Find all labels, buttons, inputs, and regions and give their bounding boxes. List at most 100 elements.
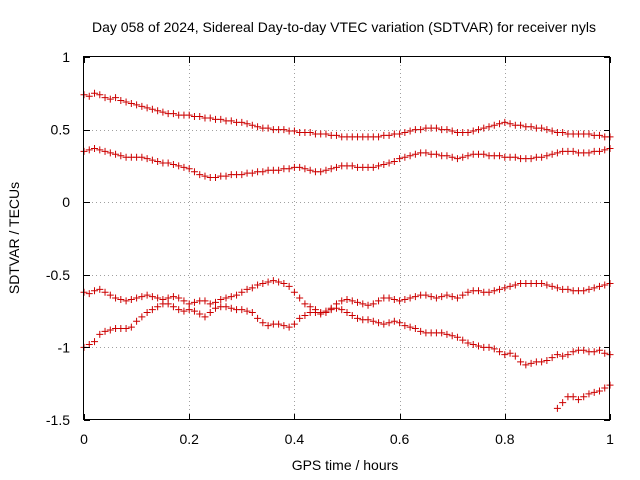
data-point (254, 281, 262, 289)
data-point (501, 351, 509, 359)
data-point (343, 295, 351, 303)
chart-title: Day 058 of 2024, Sidereal Day-to-day VTE… (92, 19, 596, 35)
data-point (496, 152, 504, 160)
data-point (306, 129, 314, 137)
data-point (490, 287, 498, 295)
data-point (548, 354, 556, 362)
data-point (538, 124, 546, 132)
data-point (154, 107, 162, 115)
data-point (385, 319, 393, 327)
data-point (338, 297, 346, 305)
data-point (527, 123, 535, 131)
data-point (91, 287, 99, 295)
data-point (522, 361, 530, 369)
y-axis-label: SDTVAR / TECUs (6, 182, 22, 294)
data-point (96, 285, 104, 293)
data-point (464, 152, 472, 160)
data-point (548, 127, 556, 135)
data-point (496, 285, 504, 293)
data-point (585, 130, 593, 138)
x-tick-label: 0.8 (495, 431, 515, 447)
data-point (464, 288, 472, 296)
data-point (275, 278, 283, 286)
data-point (401, 322, 409, 330)
y-tick-label: 1 (62, 49, 70, 65)
data-point (506, 282, 514, 290)
data-point (91, 144, 99, 152)
data-point (127, 295, 135, 303)
data-point (112, 294, 120, 302)
data-point (432, 150, 440, 158)
data-point (559, 352, 567, 360)
data-point (595, 346, 603, 354)
data-point (238, 171, 246, 179)
data-point (364, 316, 372, 324)
data-point (185, 111, 193, 119)
data-point (338, 306, 346, 314)
data-point (112, 94, 120, 102)
data-point (101, 94, 109, 102)
data-point (364, 301, 372, 309)
data-point (222, 294, 230, 302)
data-point (432, 124, 440, 132)
data-point (538, 153, 546, 161)
data-point (138, 293, 146, 301)
data-point (280, 126, 288, 134)
data-point (580, 287, 588, 295)
data-point (469, 127, 477, 135)
data-point (422, 291, 430, 299)
data-point (148, 156, 156, 164)
data-point (385, 294, 393, 302)
data-point (553, 351, 561, 359)
data-point (180, 297, 188, 305)
data-point (190, 168, 198, 176)
data-point (190, 298, 198, 306)
data-point (127, 323, 135, 331)
data-point (590, 348, 598, 356)
data-point (196, 310, 204, 318)
data-point (432, 294, 440, 302)
data-point (243, 285, 251, 293)
data-point (238, 288, 246, 296)
data-point (595, 147, 603, 155)
data-point (112, 150, 120, 158)
data-point (548, 282, 556, 290)
data-point (443, 152, 451, 160)
data-point (317, 310, 325, 318)
data-point (264, 124, 272, 132)
data-point (348, 162, 356, 170)
data-point (196, 171, 204, 179)
data-point (401, 129, 409, 137)
axis-ticks: 0 0.2 0.4 0.6 0.8 1 -1.5 -1 -0.5 0 0.5 1 (46, 49, 614, 447)
data-point (238, 118, 246, 126)
data-point (238, 306, 246, 314)
data-point (453, 155, 461, 163)
data-point (275, 166, 283, 174)
data-point (169, 303, 177, 311)
data-point (559, 399, 567, 407)
data-point (222, 303, 230, 311)
data-point (438, 293, 446, 301)
data-point (169, 293, 177, 301)
data-point (595, 387, 603, 395)
data-point (453, 333, 461, 341)
data-point (601, 281, 609, 289)
data-point (143, 309, 151, 317)
data-point (427, 293, 435, 301)
data-point (264, 278, 272, 286)
data-point (543, 152, 551, 160)
data-point (201, 172, 209, 180)
data-point (590, 388, 598, 396)
data-point (401, 153, 409, 161)
data-point (538, 358, 546, 366)
data-point (133, 294, 141, 302)
data-point (438, 329, 446, 337)
data-point (154, 294, 162, 302)
data-point (296, 314, 304, 322)
data-point (301, 165, 309, 173)
data-point (301, 300, 309, 308)
data-point (448, 127, 456, 135)
data-point (269, 277, 277, 285)
data-point (511, 352, 519, 360)
